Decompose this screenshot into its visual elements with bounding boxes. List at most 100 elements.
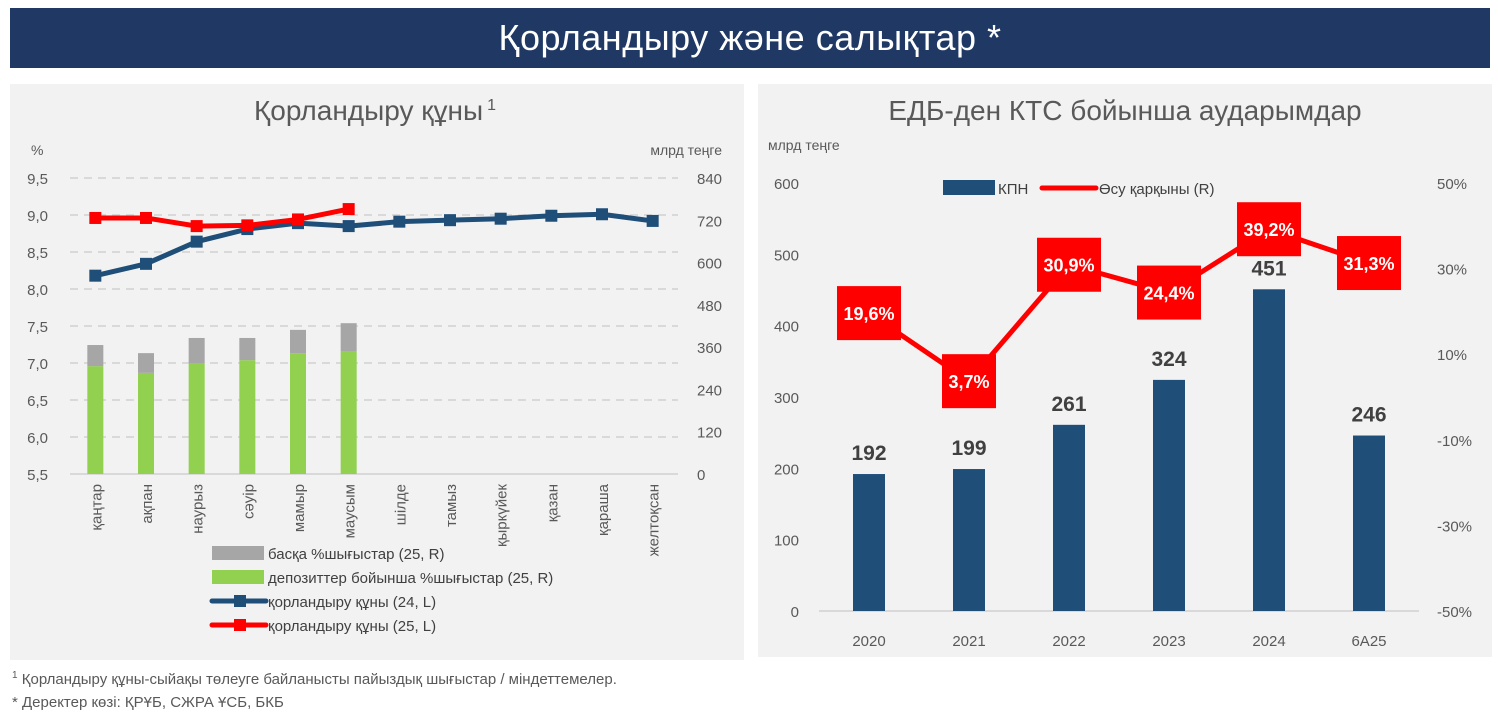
bar-data-label: 246 [1351, 404, 1386, 427]
legend-label: Өсу қарқыны (R) [1099, 181, 1214, 198]
bar-deposit-expenses [290, 353, 306, 474]
y-tick-label: 600 [774, 176, 799, 193]
growth-label-box [1337, 236, 1401, 291]
bar-other-expenses [138, 353, 154, 373]
legend-label: қорландыру құны (25, L) [268, 618, 436, 635]
bar-deposit-expenses [188, 363, 205, 474]
bar-deposit-expenses [239, 360, 256, 474]
line-funding-cost-24-marker [545, 209, 558, 222]
bar-data-label: 199 [951, 437, 986, 460]
y-tick-label: 300 [774, 390, 799, 407]
x-tick-label: наурыз [190, 484, 207, 534]
growth-data-label: 24,4% [1143, 284, 1194, 304]
bar-cit [953, 469, 985, 611]
y-tick-label: 6,0 [27, 430, 48, 447]
right-chart-y-unit: млрд теңге [768, 137, 840, 153]
x-tick-label: 2020 [852, 633, 885, 650]
y-tick-label: 100 [774, 533, 799, 550]
line-funding-cost-24-marker [494, 212, 507, 225]
line-funding-cost-25-marker [190, 220, 203, 233]
left-chart-title: Қорландыру құны 1 [254, 95, 496, 126]
legend-label: қорландыру құны (24, L) [268, 594, 436, 611]
y-tick-label: 7,0 [27, 356, 48, 373]
bar-other-expenses [290, 329, 306, 354]
line-funding-cost-25-marker [342, 203, 355, 216]
y-tick-label: 6,5 [27, 393, 48, 410]
x-tick-label: қазан [544, 484, 561, 522]
bar-cit [1253, 289, 1285, 611]
bar-cit [1353, 435, 1385, 611]
bar-other-expenses [87, 345, 104, 367]
x-tick-label: қаңтар [88, 484, 105, 531]
legend-marker-3 [234, 619, 246, 631]
bar-deposit-expenses [87, 366, 104, 474]
bar-data-label: 261 [1051, 393, 1086, 416]
y2-tick-label: 600 [697, 256, 722, 273]
bar-cit [1153, 379, 1185, 611]
legend-swatch-deposit [212, 570, 264, 584]
line-funding-cost-25-marker [140, 211, 152, 224]
growth-label-box [1037, 237, 1101, 292]
growth-data-label: 19,6% [843, 304, 894, 324]
legend-marker-2 [234, 595, 246, 607]
bar-cit [1053, 424, 1085, 611]
x-tick-label: сәуір [240, 484, 257, 519]
legend-swatch-other [212, 546, 264, 560]
y2-tick-label: 50% [1437, 176, 1467, 193]
growth-label-box [1237, 202, 1301, 257]
left-y-unit: % [31, 142, 43, 158]
growth-data-label: 39,2% [1243, 220, 1294, 240]
growth-data-label: 31,3% [1343, 254, 1394, 274]
footnote-1-text: Қорландыру құны-сыйақы төлеуге байланыст… [21, 671, 617, 688]
line-funding-cost-24-marker [140, 257, 152, 270]
x-tick-label: 6А25 [1351, 633, 1386, 650]
y2-tick-label: 360 [697, 340, 722, 357]
bar-deposit-expenses [138, 372, 154, 474]
footnote-1: 1 Қорландыру құны-сыйақы төлеуге байланы… [12, 670, 617, 688]
y-tick-label: 9,5 [27, 171, 48, 188]
y2-tick-label: 480 [697, 298, 722, 315]
x-tick-label: қыркүйек [494, 484, 511, 547]
y-tick-label: 0 [791, 604, 799, 621]
funding-cost-panel [10, 84, 744, 660]
bar-other-expenses [239, 337, 256, 361]
growth-data-label: 30,9% [1043, 256, 1094, 276]
y-tick-label: 500 [774, 247, 799, 264]
y-tick-label: 9,0 [27, 208, 48, 225]
bar-data-label: 451 [1251, 257, 1286, 280]
y-tick-label: 7,5 [27, 319, 48, 336]
y-tick-label: 400 [774, 319, 799, 336]
x-tick-label: 2022 [1052, 633, 1085, 650]
bar-other-expenses [188, 337, 205, 363]
line-funding-cost-24-marker [342, 220, 355, 233]
bar-data-label: 192 [851, 442, 886, 465]
footnote-source: * Деректер көзі: ҚРҰБ, СЖРА ҰСБ, БКБ [12, 694, 284, 711]
y-tick-label: 5,5 [27, 467, 48, 484]
bar-data-label: 324 [1151, 348, 1186, 371]
y2-tick-label: 720 [697, 213, 722, 230]
y2-tick-label: 30% [1437, 262, 1467, 279]
x-tick-label: 2024 [1252, 633, 1285, 650]
bar-cit [853, 474, 885, 611]
page-title: Қорландыру және салықтар * [10, 8, 1490, 68]
y2-tick-label: 840 [697, 171, 722, 188]
right-y-unit: млрд теңге [650, 142, 722, 158]
line-funding-cost-25 [95, 206, 350, 229]
legend-label: басқа %шығыстар (25, R) [268, 546, 444, 563]
y2-tick-label: -10% [1437, 433, 1472, 450]
line-funding-cost-25-marker [292, 213, 304, 226]
x-tick-label: ақпан [139, 484, 156, 524]
x-tick-label: шілде [392, 484, 409, 525]
growth-label-box [837, 286, 901, 341]
x-tick-label: қараша [595, 483, 612, 536]
right-chart-title: ЕДБ-ден КТС бойынша аударымдар [888, 95, 1361, 126]
y-tick-label: 8,0 [27, 282, 48, 299]
y2-tick-label: 240 [697, 382, 722, 399]
x-tick-label: желтоқсан [646, 484, 663, 556]
x-tick-label: тамыз [443, 484, 460, 527]
legend-label: КПН [998, 181, 1028, 198]
y2-tick-label: -30% [1437, 518, 1472, 535]
line-funding-cost-24-marker [393, 215, 406, 228]
growth-data-label: 3,7% [948, 372, 989, 392]
